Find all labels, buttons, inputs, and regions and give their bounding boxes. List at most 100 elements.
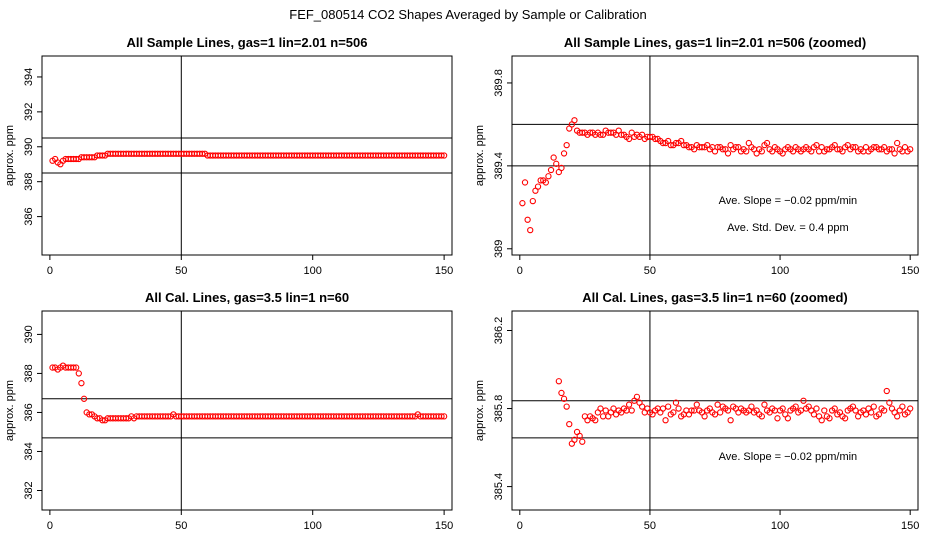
data-point — [597, 131, 604, 138]
data-point — [717, 409, 724, 416]
data-point — [199, 150, 206, 157]
data-point — [628, 407, 635, 414]
data-point — [592, 417, 599, 424]
x-tick-label: 150 — [901, 520, 919, 532]
data-point — [672, 139, 680, 147]
data-point — [524, 216, 531, 223]
data-point — [597, 405, 604, 412]
data-point — [99, 417, 106, 424]
y-tick-label: 394 — [23, 68, 35, 86]
annotation-1: Ave. Slope = −0.02 ppm/min — [719, 451, 858, 463]
data-point — [698, 144, 706, 151]
data-point — [662, 417, 669, 424]
data-point — [73, 364, 80, 371]
data-point — [899, 403, 906, 410]
y-tick-label: 392 — [23, 103, 35, 121]
data-point — [701, 413, 708, 420]
data-point — [875, 411, 883, 418]
data-point — [831, 405, 838, 412]
annotation-1: Ave. Slope = −0.02 ppm/min — [719, 195, 858, 207]
plot-frame — [41, 55, 453, 256]
data-point — [870, 403, 877, 410]
data-point — [852, 407, 859, 414]
data-point — [579, 129, 586, 136]
data-point — [99, 152, 106, 159]
data-point — [818, 417, 825, 424]
data-point — [670, 409, 677, 416]
data-point — [550, 154, 557, 161]
data-point — [534, 183, 542, 190]
data-point — [586, 129, 594, 136]
data-point — [841, 415, 849, 422]
data-point — [563, 141, 570, 149]
y-tick-label: 388 — [23, 173, 35, 191]
data-point — [547, 166, 555, 174]
y-tick-label: 389.4 — [493, 152, 505, 180]
data-point — [894, 139, 901, 147]
data-point — [94, 415, 101, 422]
x-tick-label: 100 — [304, 265, 322, 277]
data-point — [438, 152, 445, 159]
x-tick-label: 50 — [644, 265, 656, 277]
data-point — [409, 413, 416, 420]
series-1 — [519, 117, 914, 234]
data-point — [891, 150, 898, 157]
x-tick-label: 0 — [47, 520, 53, 532]
y-tick-label: 390 — [23, 138, 35, 156]
data-point — [826, 415, 833, 422]
data-point — [727, 417, 734, 424]
x-tick-label: 150 — [435, 265, 453, 277]
data-point — [165, 413, 172, 420]
chart-panel-4: All Cal. Lines, gas=3.5 lin=1 n=60 (zoom… — [474, 290, 919, 532]
data-point — [553, 160, 560, 167]
series-1 — [49, 362, 448, 424]
data-point — [875, 146, 883, 153]
data-point — [86, 411, 93, 418]
chart-panel-2: All Sample Lines, gas=1 lin=2.01 n=506 (… — [474, 35, 919, 277]
data-point — [685, 144, 693, 151]
data-point — [907, 146, 914, 153]
data-point — [813, 405, 820, 412]
annotation-2: Ave. Std. Dev. = 0.4 ppm — [727, 222, 849, 234]
data-point — [633, 393, 641, 400]
x-tick-label: 50 — [644, 520, 656, 532]
data-point — [537, 177, 544, 184]
y-axis-label: approx. ppm — [474, 380, 486, 441]
data-point — [70, 364, 77, 371]
data-point — [758, 413, 765, 420]
panels-group: All Sample Lines, gas=1 lin=2.01 n=506 0 5… — [4, 35, 919, 532]
data-point — [758, 148, 765, 155]
x-tick-label: 0 — [517, 520, 523, 532]
data-point — [823, 146, 831, 153]
data-point — [555, 378, 562, 385]
data-point — [563, 403, 570, 410]
plot-frame — [511, 310, 919, 511]
data-point — [800, 397, 807, 404]
data-point — [834, 146, 841, 153]
data-point — [659, 139, 667, 147]
data-point — [519, 200, 526, 207]
data-point — [560, 395, 568, 402]
x-tick-label: 0 — [47, 265, 53, 277]
data-point — [821, 407, 828, 414]
data-point — [440, 152, 448, 159]
x-tick-label: 100 — [771, 520, 789, 532]
data-point — [693, 401, 700, 408]
y-tick-label: 385.8 — [493, 395, 505, 423]
data-point — [886, 399, 893, 406]
data-point — [571, 117, 578, 124]
data-point — [558, 389, 565, 397]
series-1 — [49, 150, 448, 168]
data-point — [680, 141, 687, 149]
data-point — [602, 407, 609, 414]
data-point — [849, 144, 857, 151]
y-tick-label: 390 — [23, 325, 35, 343]
data-point — [625, 135, 633, 143]
y-tick-label: 386 — [23, 403, 35, 421]
data-point — [813, 141, 820, 149]
x-tick-label: 100 — [771, 265, 789, 277]
data-point — [675, 405, 682, 412]
data-point — [78, 380, 85, 387]
data-point — [529, 197, 536, 205]
